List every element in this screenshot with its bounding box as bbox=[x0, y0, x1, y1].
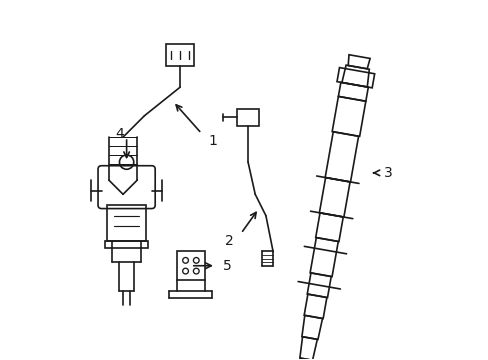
Bar bbox=[176, 251, 205, 280]
Text: 5: 5 bbox=[223, 259, 231, 273]
Text: 4: 4 bbox=[115, 127, 123, 140]
Text: 1: 1 bbox=[208, 134, 217, 148]
Bar bbox=[105, 241, 148, 248]
Text: 2: 2 bbox=[224, 234, 233, 248]
Text: 3: 3 bbox=[383, 166, 392, 180]
Bar bbox=[107, 205, 146, 241]
